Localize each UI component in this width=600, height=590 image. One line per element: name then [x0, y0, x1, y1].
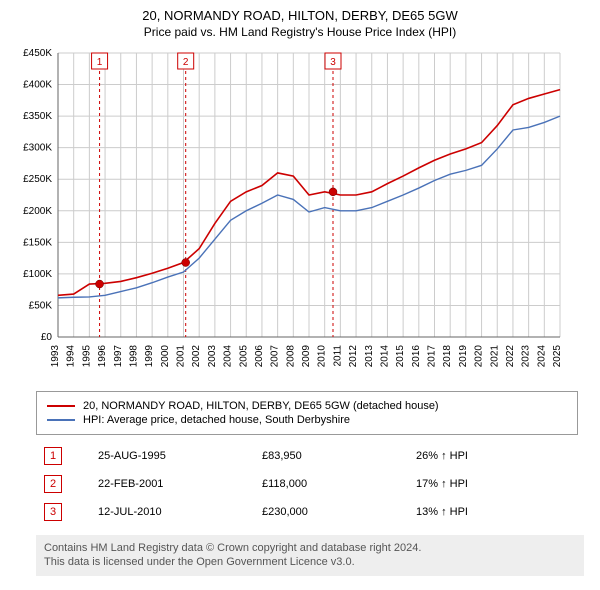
svg-text:2024: 2024	[536, 345, 547, 368]
svg-text:£50K: £50K	[29, 300, 53, 311]
marker-number-box: 2	[44, 475, 62, 493]
svg-text:2020: 2020	[474, 345, 485, 368]
svg-text:2021: 2021	[489, 345, 500, 368]
legend-label: 20, NORMANDY ROAD, HILTON, DERBY, DE65 5…	[83, 400, 439, 412]
svg-text:3: 3	[330, 57, 336, 68]
marker-date: 22-FEB-2001	[92, 471, 254, 497]
svg-text:2010: 2010	[317, 345, 328, 368]
svg-text:2001: 2001	[176, 345, 187, 368]
marker-date: 12-JUL-2010	[92, 499, 254, 525]
line-chart: £0 £50K £100K £150K £200K £250K £300K £350K £400…	[8, 43, 568, 383]
svg-text:2012: 2012	[348, 345, 359, 368]
svg-text:2013: 2013	[364, 345, 375, 368]
svg-text:2017: 2017	[427, 345, 438, 368]
svg-text:1993: 1993	[50, 345, 61, 368]
marker-price: £83,950	[256, 443, 408, 469]
svg-text:2023: 2023	[521, 345, 532, 368]
svg-text:£300K: £300K	[23, 143, 52, 154]
svg-text:1999: 1999	[144, 345, 155, 368]
svg-text:2005: 2005	[238, 345, 249, 368]
title-line-1: 20, NORMANDY ROAD, HILTON, DERBY, DE65 5…	[8, 8, 592, 23]
title-line-2: Price paid vs. HM Land Registry's House …	[8, 25, 592, 39]
svg-text:1: 1	[97, 57, 103, 68]
svg-text:£450K: £450K	[23, 48, 52, 59]
svg-text:2: 2	[183, 57, 189, 68]
marker-row: 3 12-JUL-2010£230,00013% ↑ HPI	[38, 499, 554, 525]
svg-text:2016: 2016	[411, 345, 422, 368]
svg-text:2009: 2009	[301, 345, 312, 368]
svg-text:1998: 1998	[128, 345, 139, 368]
svg-text:2014: 2014	[379, 345, 390, 368]
footer-note: Contains HM Land Registry data © Crown c…	[36, 535, 584, 576]
marker-number-box: 3	[44, 503, 62, 521]
marker-price: £230,000	[256, 499, 408, 525]
svg-text:£100K: £100K	[23, 269, 52, 280]
svg-text:2002: 2002	[191, 345, 202, 368]
svg-text:2000: 2000	[160, 345, 171, 368]
svg-text:£0: £0	[41, 332, 53, 343]
svg-text:1996: 1996	[97, 345, 108, 368]
chart-container: £0 £50K £100K £150K £200K £250K £300K £350K £400…	[8, 43, 592, 383]
marker-date: 25-AUG-1995	[92, 443, 254, 469]
marker-delta: 26% ↑ HPI	[410, 443, 554, 469]
svg-text:£150K: £150K	[23, 237, 52, 248]
footer-line-2: This data is licensed under the Open Gov…	[44, 555, 576, 569]
sale-markers-table: 1 25-AUG-1995£83,95026% ↑ HPI 2 22-FEB-2001…	[36, 441, 556, 527]
marker-number-box: 1	[44, 447, 62, 465]
footer-line-1: Contains HM Land Registry data © Crown c…	[44, 541, 576, 555]
svg-text:1995: 1995	[81, 345, 92, 368]
svg-text:£350K: £350K	[23, 111, 52, 122]
legend-swatch	[47, 405, 75, 407]
svg-text:1994: 1994	[66, 345, 77, 368]
svg-text:2004: 2004	[223, 345, 234, 368]
svg-text:2018: 2018	[442, 345, 453, 368]
svg-text:£200K: £200K	[23, 206, 52, 217]
marker-row: 1 25-AUG-1995£83,95026% ↑ HPI	[38, 443, 554, 469]
chart-title-block: 20, NORMANDY ROAD, HILTON, DERBY, DE65 5…	[8, 8, 592, 39]
svg-text:2006: 2006	[254, 345, 265, 368]
svg-text:£400K: £400K	[23, 80, 52, 91]
svg-text:2025: 2025	[552, 345, 563, 368]
svg-text:2008: 2008	[285, 345, 296, 368]
svg-text:2015: 2015	[395, 345, 406, 368]
marker-delta: 17% ↑ HPI	[410, 471, 554, 497]
marker-delta: 13% ↑ HPI	[410, 499, 554, 525]
legend-label: HPI: Average price, detached house, Sout…	[83, 414, 350, 426]
svg-text:2011: 2011	[332, 345, 343, 367]
svg-text:2007: 2007	[270, 345, 281, 368]
marker-price: £118,000	[256, 471, 408, 497]
legend-item: 20, NORMANDY ROAD, HILTON, DERBY, DE65 5…	[47, 400, 567, 412]
legend-item: HPI: Average price, detached house, Sout…	[47, 414, 567, 426]
svg-text:2019: 2019	[458, 345, 469, 368]
svg-text:1997: 1997	[113, 345, 124, 368]
svg-text:2003: 2003	[207, 345, 218, 368]
svg-text:£250K: £250K	[23, 174, 52, 185]
legend-swatch	[47, 419, 75, 421]
marker-row: 2 22-FEB-2001£118,00017% ↑ HPI	[38, 471, 554, 497]
svg-text:2022: 2022	[505, 345, 516, 368]
legend-box: 20, NORMANDY ROAD, HILTON, DERBY, DE65 5…	[36, 391, 578, 435]
